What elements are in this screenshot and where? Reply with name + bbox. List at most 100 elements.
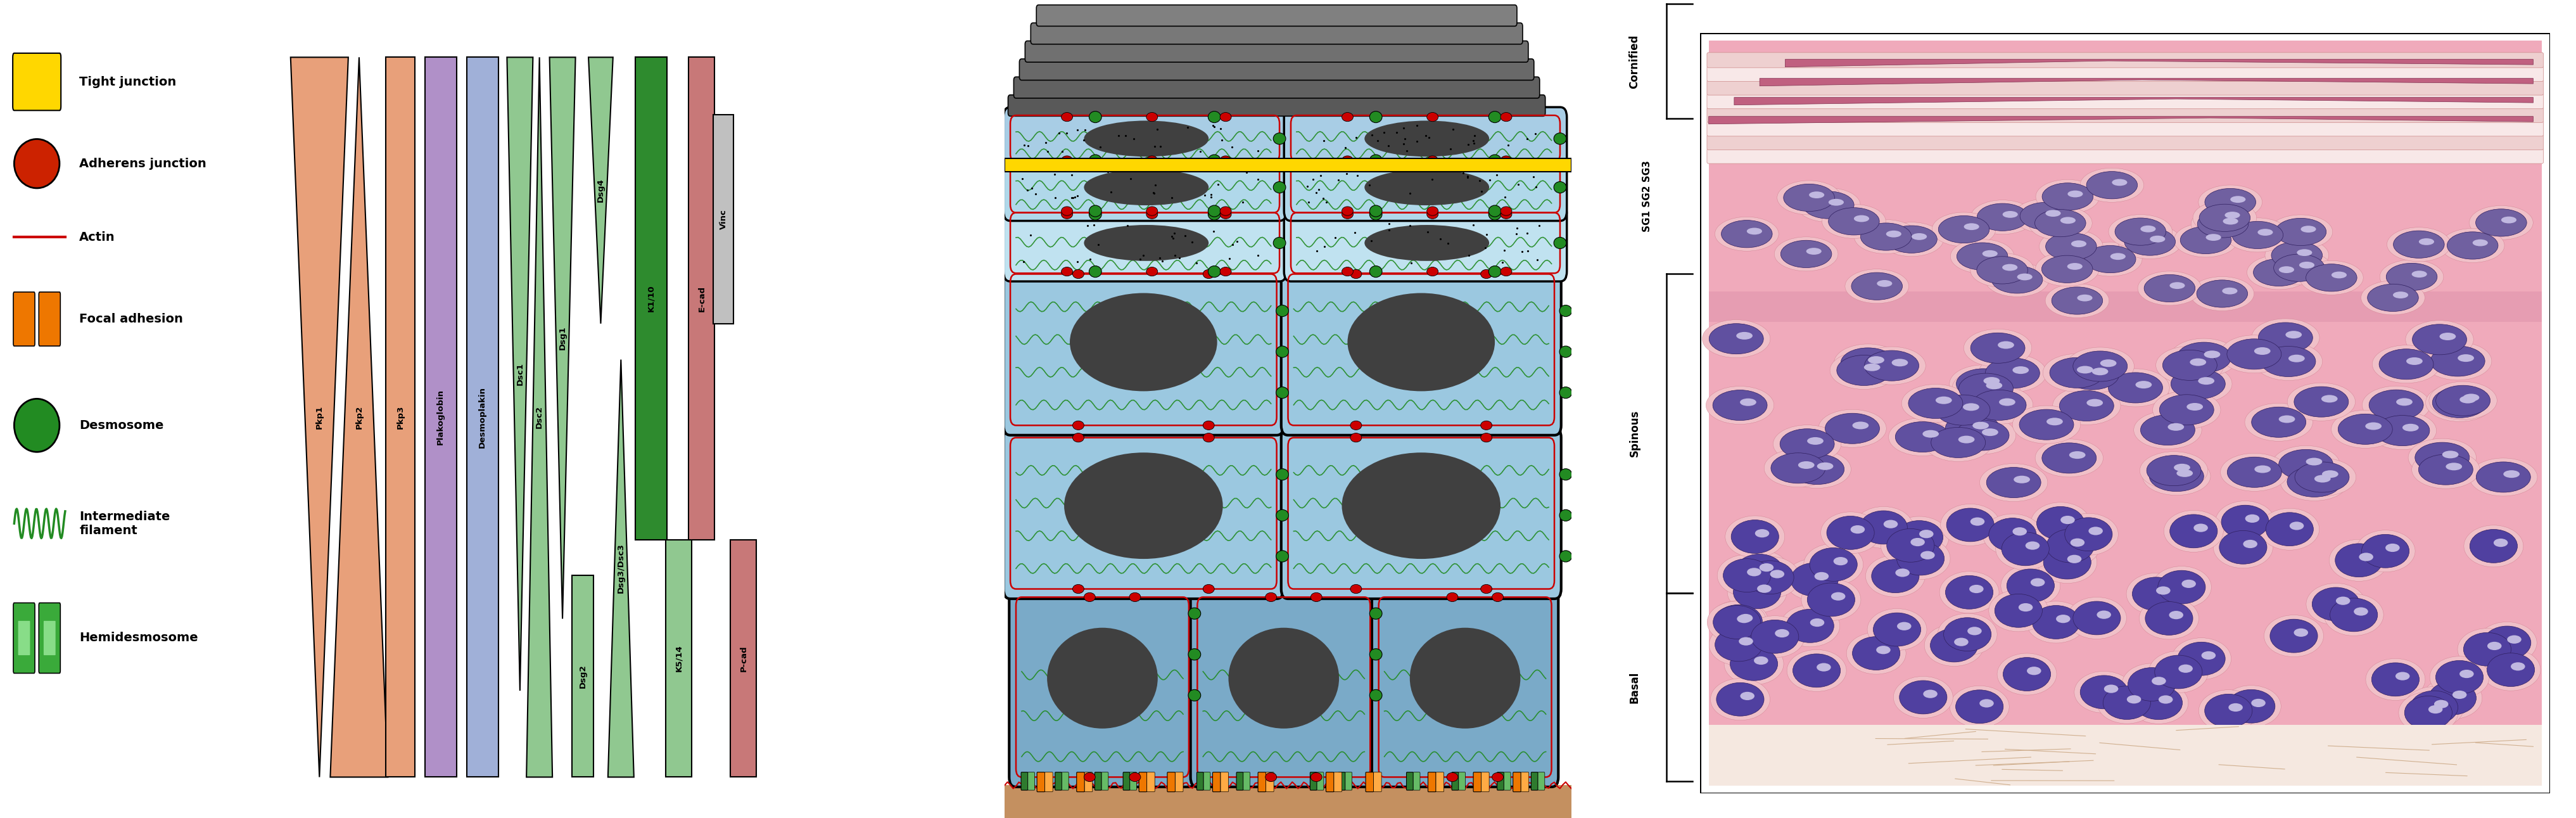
Ellipse shape xyxy=(1396,325,1448,359)
Ellipse shape xyxy=(1061,209,1072,218)
Ellipse shape xyxy=(2079,242,2143,276)
Ellipse shape xyxy=(1971,390,2027,420)
Ellipse shape xyxy=(1785,559,1844,600)
FancyBboxPatch shape xyxy=(1244,772,1249,790)
Ellipse shape xyxy=(1054,633,1151,723)
Ellipse shape xyxy=(2226,218,2290,252)
Ellipse shape xyxy=(2228,457,2282,488)
Ellipse shape xyxy=(1971,253,2035,287)
Ellipse shape xyxy=(2306,264,2357,291)
Ellipse shape xyxy=(1280,676,1285,681)
Ellipse shape xyxy=(2221,335,2287,373)
Ellipse shape xyxy=(2385,263,2437,290)
Ellipse shape xyxy=(1278,673,1288,683)
Ellipse shape xyxy=(1136,501,1151,511)
Ellipse shape xyxy=(2148,461,2202,492)
Ellipse shape xyxy=(1736,554,1783,587)
Ellipse shape xyxy=(2213,527,2272,569)
Ellipse shape xyxy=(1425,640,1507,716)
Ellipse shape xyxy=(2007,569,2056,602)
Ellipse shape xyxy=(2156,587,2172,595)
Text: Desmosome: Desmosome xyxy=(80,420,165,431)
Ellipse shape xyxy=(2269,215,2334,249)
Ellipse shape xyxy=(2087,172,2138,199)
Ellipse shape xyxy=(2141,452,2208,490)
Ellipse shape xyxy=(1963,403,1978,411)
Ellipse shape xyxy=(1708,324,1765,354)
Ellipse shape xyxy=(1986,382,2002,389)
Text: Desmoplakin: Desmoplakin xyxy=(479,386,487,448)
FancyBboxPatch shape xyxy=(1010,587,1195,787)
Ellipse shape xyxy=(2463,632,2512,666)
Ellipse shape xyxy=(2164,350,2218,380)
FancyBboxPatch shape xyxy=(1280,264,1561,435)
Ellipse shape xyxy=(1141,137,1151,141)
Ellipse shape xyxy=(1739,398,1757,406)
Ellipse shape xyxy=(1365,469,1476,543)
FancyBboxPatch shape xyxy=(1020,59,1533,80)
Ellipse shape xyxy=(2458,354,2473,362)
Ellipse shape xyxy=(1558,387,1571,398)
Ellipse shape xyxy=(2262,346,2316,377)
Ellipse shape xyxy=(1399,327,1443,357)
Ellipse shape xyxy=(1865,350,1919,381)
Ellipse shape xyxy=(1146,112,1157,121)
Ellipse shape xyxy=(1072,269,1084,278)
Ellipse shape xyxy=(2445,463,2463,470)
Ellipse shape xyxy=(1144,137,1149,140)
Ellipse shape xyxy=(1834,344,1901,382)
Ellipse shape xyxy=(1481,269,1492,278)
Ellipse shape xyxy=(2066,347,2133,385)
Ellipse shape xyxy=(2406,321,2473,358)
Ellipse shape xyxy=(1973,422,1989,429)
Ellipse shape xyxy=(1481,433,1492,442)
Ellipse shape xyxy=(2112,179,2128,186)
Ellipse shape xyxy=(1489,158,1502,169)
Ellipse shape xyxy=(1855,219,1919,254)
Ellipse shape xyxy=(1996,528,2056,570)
Ellipse shape xyxy=(1986,263,2048,297)
Ellipse shape xyxy=(1899,681,1947,714)
FancyBboxPatch shape xyxy=(1538,772,1546,790)
Ellipse shape xyxy=(1092,471,1195,540)
Ellipse shape xyxy=(1492,772,1504,782)
Ellipse shape xyxy=(1084,120,1208,156)
Ellipse shape xyxy=(2321,395,2336,402)
Ellipse shape xyxy=(1829,351,1899,389)
Ellipse shape xyxy=(2228,703,2244,712)
Ellipse shape xyxy=(1801,579,1860,621)
Ellipse shape xyxy=(1396,234,1458,252)
Ellipse shape xyxy=(2128,682,2187,724)
Ellipse shape xyxy=(1963,223,1978,230)
Ellipse shape xyxy=(1090,205,1103,217)
Ellipse shape xyxy=(1370,471,1473,540)
Ellipse shape xyxy=(1394,128,1461,149)
FancyBboxPatch shape xyxy=(1036,5,1517,26)
Ellipse shape xyxy=(1971,517,1984,526)
Ellipse shape xyxy=(1373,310,1468,374)
Ellipse shape xyxy=(1783,450,1852,488)
Ellipse shape xyxy=(1273,237,1285,249)
Ellipse shape xyxy=(2254,343,2324,380)
Ellipse shape xyxy=(1113,128,1180,149)
Ellipse shape xyxy=(1131,134,1162,143)
Ellipse shape xyxy=(1275,305,1288,317)
Ellipse shape xyxy=(1388,177,1463,198)
Ellipse shape xyxy=(2411,324,2468,355)
Ellipse shape xyxy=(1383,126,1471,151)
FancyBboxPatch shape xyxy=(1406,772,1414,790)
Ellipse shape xyxy=(2264,615,2324,657)
Ellipse shape xyxy=(2419,238,2434,245)
Ellipse shape xyxy=(2205,188,2257,216)
Ellipse shape xyxy=(1370,205,1383,217)
Bar xyxy=(1005,159,1571,172)
Ellipse shape xyxy=(1342,112,1352,121)
Ellipse shape xyxy=(1945,413,1999,444)
Ellipse shape xyxy=(2365,422,2383,430)
Ellipse shape xyxy=(1355,298,1486,386)
Ellipse shape xyxy=(2002,264,2017,271)
Ellipse shape xyxy=(1128,237,1164,249)
Ellipse shape xyxy=(1708,623,1770,666)
Ellipse shape xyxy=(2030,578,2045,587)
Ellipse shape xyxy=(2380,349,2434,380)
